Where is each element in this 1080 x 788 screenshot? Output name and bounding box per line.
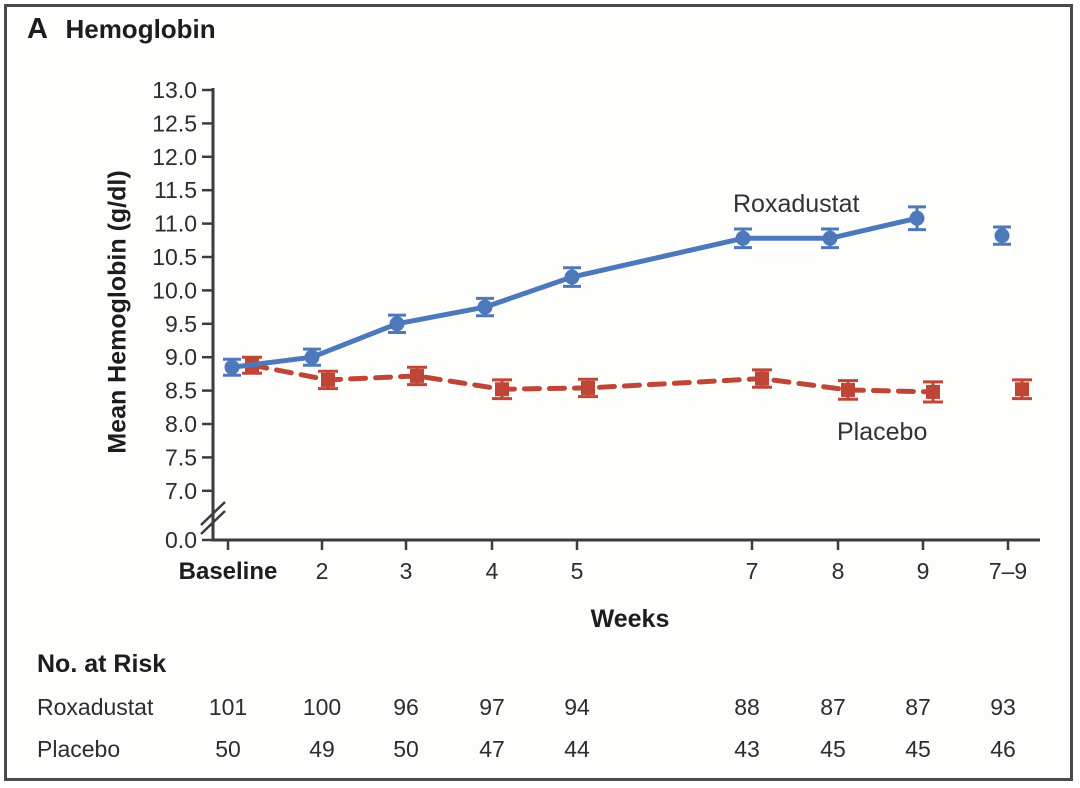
y-tick-label: 13.0 [152,77,197,103]
placebo-annotation: Placebo [837,418,927,446]
square-marker [581,380,595,395]
placebo-point [752,368,772,389]
risk-row-label-roxadustat: Roxadustat [37,694,154,720]
x-tick-label: 7–9 [989,558,1027,584]
roxadustat-point [303,347,321,367]
risk-count: 88 [734,694,760,720]
risk-count: 47 [479,736,505,762]
risk-count: 44 [564,736,590,762]
risk-count: 101 [209,694,247,720]
roxadustat-point [821,227,839,250]
x-tick-label: 3 [400,558,413,584]
x-axis: Baseline 2 3 4 5 7 8 9 7–9 Weeks [179,540,1027,633]
placebo-point [1012,378,1032,401]
axis-lines [211,88,1040,542]
square-marker [410,368,424,383]
roxadustat-point [908,205,926,232]
x-tick-label: Baseline [179,558,278,585]
panel-title: Hemoglobin [65,14,216,44]
y-tick-label: 11.5 [154,177,197,203]
x-tick-label: 7 [746,558,759,584]
circle-marker [224,359,240,375]
risk-count: 50 [215,736,241,762]
placebo-point [838,379,858,401]
circle-marker [389,316,405,332]
circle-marker [909,210,925,226]
risk-count: 43 [734,736,760,762]
circle-marker [304,349,320,365]
y-tick-label: 8.5 [165,378,197,404]
x-tick-label: 9 [917,558,930,584]
risk-count: 94 [564,694,590,720]
roxadustat-series [223,205,1011,377]
risk-table-title: No. at Risk [37,650,167,678]
risk-count: 45 [905,736,931,762]
x-tick-label: 2 [316,558,329,584]
square-marker [1015,382,1029,397]
figure-border-frame [4,4,1073,781]
square-marker [926,384,940,399]
roxadustat-point [476,296,494,318]
circle-marker [822,230,838,246]
risk-count: 97 [479,694,505,720]
circle-marker [564,269,580,285]
placebo-line [249,362,936,395]
x-tick-label: 8 [832,558,845,584]
placebo-point [318,369,338,391]
risk-count: 87 [905,694,931,720]
risk-row-placebo: 50 49 50 47 44 43 45 45 46 [215,736,1016,762]
x-tick-label: 5 [571,558,584,584]
placebo-point [923,380,943,404]
roxadustat-point [388,313,406,334]
y-tick-label: 9.0 [165,344,197,370]
x-axis-title: Weeks [591,605,670,633]
roxadustat-point [223,357,241,377]
square-marker [755,371,769,386]
roxadustat-point [563,266,581,288]
placebo-point [578,377,598,399]
risk-count: 96 [393,694,419,720]
y-tick-label: 9.5 [165,311,197,337]
y-tick-label: 10.0 [152,277,197,303]
roxadustat-point [734,227,752,250]
placebo-series [242,355,1032,404]
circle-marker [477,299,493,315]
y-tick-label: 8.0 [165,411,197,437]
roxadustat-point [993,225,1011,246]
square-marker [321,372,335,387]
y-origin-label: 0.0 [165,527,197,553]
circle-marker [735,230,751,246]
panel-letter: A [27,13,49,45]
square-marker [841,382,855,397]
risk-row-roxadustat: 101 100 96 97 94 88 87 87 93 [209,694,1016,720]
placebo-point [492,378,512,401]
y-tick-label: 7.0 [165,478,197,504]
x-tick-label: 4 [486,558,499,584]
risk-count: 46 [990,736,1016,762]
y-tick-label: 7.5 [165,444,197,470]
roxadustat-annotation: Roxadustat [733,190,860,218]
y-tick-label: 10.5 [152,244,197,270]
placebo-point [407,365,427,387]
break-slash [200,501,226,526]
risk-count: 49 [309,736,335,762]
circle-marker [994,228,1010,244]
risk-count: 87 [820,694,846,720]
y-axis: 13.0 12.5 12.0 11.5 11.0 10.5 10.0 9.5 9.0 8.5 8.0… [152,77,213,553]
y-tick-label: 11.0 [154,211,197,237]
y-axis-break [200,501,226,535]
square-marker [495,382,509,397]
y-tick-label: 12.0 [152,144,197,170]
panel-header: A Hemoglobin [27,13,216,46]
break-slash [200,510,226,535]
risk-count: 100 [303,694,341,720]
y-tick-label: 12.5 [152,110,197,136]
risk-count: 45 [820,736,846,762]
risk-count: 93 [990,694,1016,720]
risk-count: 50 [393,736,419,762]
roxadustat-line [229,215,920,370]
risk-row-label-placebo: Placebo [37,736,121,762]
